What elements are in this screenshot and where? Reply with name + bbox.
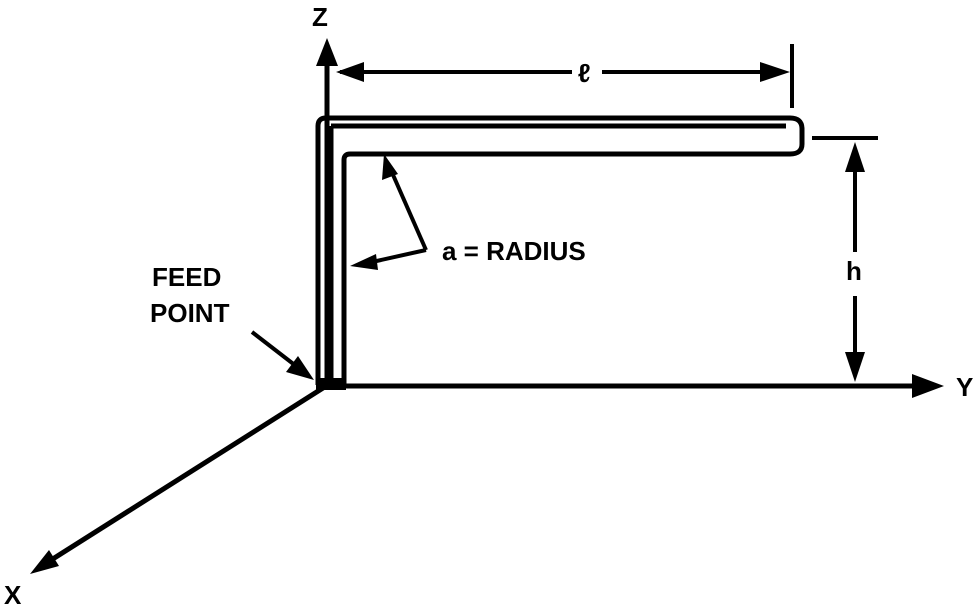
length-dimension bbox=[336, 44, 794, 108]
feed-point-arrowhead bbox=[286, 356, 314, 380]
feed-point-label-line1: FEED bbox=[152, 262, 221, 292]
z-axis bbox=[316, 38, 338, 388]
y-axis-arrowhead bbox=[912, 374, 944, 398]
y-axis bbox=[325, 374, 944, 398]
radius-leaders bbox=[350, 154, 428, 270]
height-label: h bbox=[846, 256, 862, 286]
height-arrowhead-bottom bbox=[845, 352, 865, 382]
z-axis-label: Z bbox=[312, 2, 328, 32]
height-arrowhead-top bbox=[845, 142, 865, 172]
length-arrowhead-left bbox=[336, 62, 364, 82]
antenna-wire bbox=[315, 115, 805, 390]
radius-arrowhead-upper bbox=[382, 154, 398, 180]
feed-point-leader bbox=[250, 330, 314, 380]
radius-arrowhead-lower bbox=[350, 254, 378, 270]
x-axis bbox=[30, 385, 325, 574]
length-arrowhead-right bbox=[760, 62, 790, 82]
length-label: ℓ bbox=[578, 58, 591, 88]
feed-point-label-line2: POINT bbox=[150, 298, 230, 328]
x-axis-arrowhead bbox=[30, 550, 59, 574]
x-axis-label: X bbox=[4, 580, 22, 606]
y-axis-label: Y bbox=[956, 372, 973, 402]
radius-label: a = RADIUS bbox=[442, 236, 586, 266]
height-dimension bbox=[812, 136, 878, 382]
z-axis-arrowhead bbox=[316, 38, 338, 66]
